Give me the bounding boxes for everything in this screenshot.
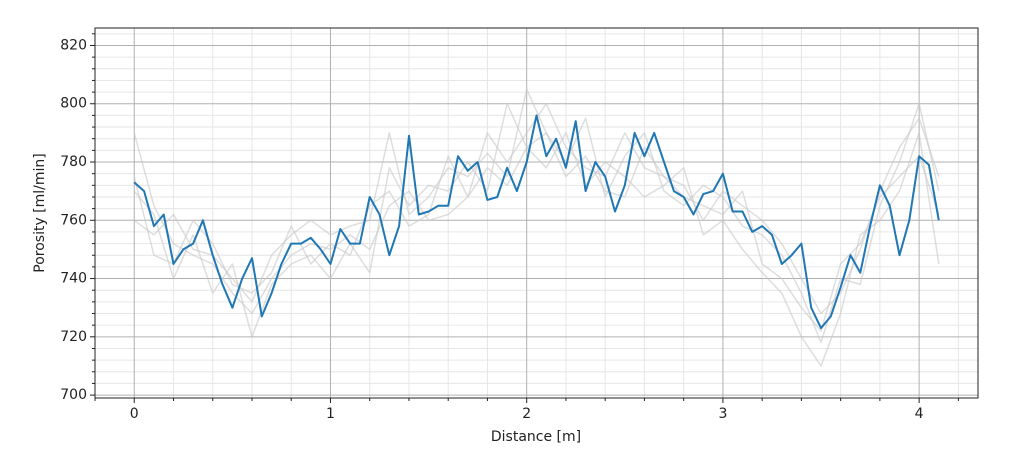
x-tick-label: 1 xyxy=(326,406,335,422)
data-line xyxy=(133,117,940,315)
y-tick-label: 740 xyxy=(60,271,87,287)
x-tick-label: 0 xyxy=(130,406,139,422)
y-axis-label: Porosity [ml/min] xyxy=(32,153,48,273)
x-tick-label: 2 xyxy=(522,406,531,422)
lines xyxy=(133,88,940,367)
y-tick-label: 780 xyxy=(60,154,87,170)
y-tick-label: 800 xyxy=(60,96,87,112)
data-line xyxy=(133,102,940,367)
x-tick-label: 3 xyxy=(718,406,727,422)
data-line xyxy=(133,114,940,330)
x-axis-label: Distance [m] xyxy=(491,429,581,445)
plot-frame xyxy=(94,27,979,399)
y-tick-label: 820 xyxy=(60,37,87,53)
data-line xyxy=(133,88,940,344)
x-tick-label: 4 xyxy=(915,406,924,422)
y-tick-label: 720 xyxy=(60,329,87,345)
grid xyxy=(94,28,978,398)
y-tick-label: 700 xyxy=(60,387,87,403)
y-tick-label: 760 xyxy=(60,212,87,228)
